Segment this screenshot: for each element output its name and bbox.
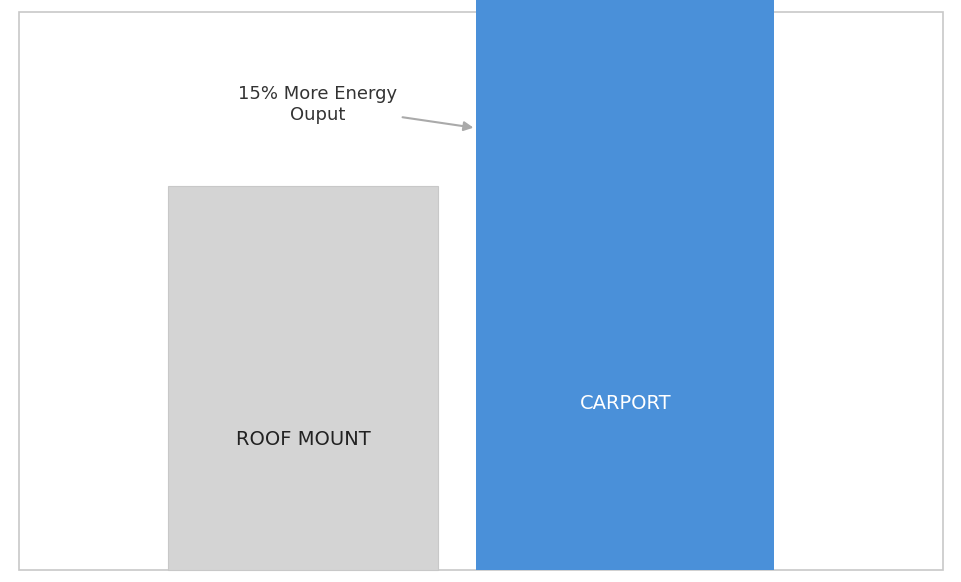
Bar — [168, 186, 437, 570]
Text: ROOF MOUNT: ROOF MOUNT — [235, 430, 370, 449]
Text: 15% More Energy
Ouput: 15% More Energy Ouput — [237, 86, 471, 130]
Text: CARPORT: CARPORT — [579, 394, 671, 413]
Bar — [476, 0, 774, 570]
